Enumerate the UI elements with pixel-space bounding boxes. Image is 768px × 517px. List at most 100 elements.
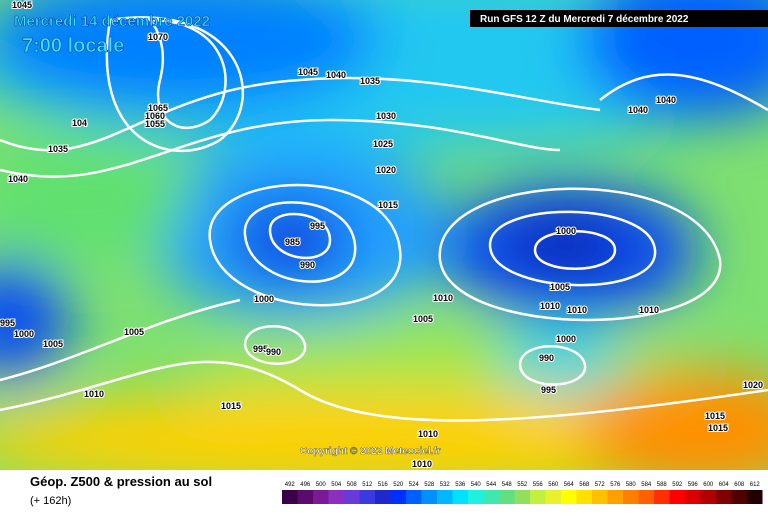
- scale-swatch: [313, 490, 329, 504]
- scale-label: 504: [331, 482, 342, 488]
- isobar-label: 1000: [556, 334, 576, 344]
- isobar-label: 1045: [298, 67, 318, 77]
- isobar-label: 1020: [376, 165, 396, 175]
- scale-swatch: [638, 490, 654, 504]
- isobar-label: 1005: [413, 314, 433, 324]
- isobar-label: 985: [285, 237, 300, 247]
- scale-swatch: [437, 490, 453, 504]
- scale-swatch: [607, 490, 623, 504]
- isobar-label: 1010: [433, 293, 453, 303]
- isobar-label: 1040: [8, 174, 28, 184]
- scale-label: 516: [378, 482, 389, 488]
- scale-swatch: [282, 490, 298, 504]
- run-banner: [470, 10, 768, 27]
- scale-label: 600: [703, 482, 714, 488]
- isobar-label: 1040: [326, 70, 346, 80]
- isobar-label: 1010: [567, 305, 587, 315]
- scale-label: 532: [440, 482, 451, 488]
- scale-swatch: [700, 490, 716, 504]
- isobar-label: 1000: [254, 294, 274, 304]
- isobar-label: 1040: [628, 105, 648, 115]
- scale-label: 568: [579, 482, 590, 488]
- scale-swatch: [654, 490, 670, 504]
- scale-swatch: [375, 490, 391, 504]
- scale-label: 560: [548, 482, 559, 488]
- isobar-label: 1035: [48, 144, 68, 154]
- isobar-label: 995: [0, 318, 15, 328]
- isobar-label: 1040: [656, 95, 676, 105]
- isobar-label: 1070: [148, 32, 168, 42]
- isobar-label: 1055: [145, 119, 165, 129]
- isobar-label: 1010: [84, 389, 104, 399]
- isobar-label: 1060: [145, 111, 165, 121]
- scale-label: 540: [471, 482, 482, 488]
- isobar-label: 1010: [639, 305, 659, 315]
- forecast-date: Mercredi 14 décembre 2022: [14, 13, 210, 30]
- isobar-label: 995: [253, 344, 268, 354]
- isobar-label: 1010: [412, 459, 432, 469]
- scale-label: 508: [347, 482, 358, 488]
- isobar-label: 990: [300, 260, 315, 270]
- isobar-label: 995: [541, 385, 556, 395]
- scale-swatch: [390, 490, 406, 504]
- scale-label: 548: [502, 482, 513, 488]
- scale-label: 564: [564, 482, 575, 488]
- scale-label: 492: [285, 482, 296, 488]
- scale-label: 552: [517, 482, 528, 488]
- isobar-label: 1010: [540, 301, 560, 311]
- isobar-label: 104: [72, 118, 87, 128]
- scale-swatch: [483, 490, 499, 504]
- footer-title: Géop. Z500 & pression au sol: [30, 474, 212, 489]
- scale-label: 544: [486, 482, 497, 488]
- isobar-label: 1005: [550, 282, 570, 292]
- scale-swatch: [328, 490, 344, 504]
- isobar-label: 1035: [360, 76, 380, 86]
- scale-swatch: [421, 490, 437, 504]
- scale-label: 572: [595, 482, 606, 488]
- scale-label: 528: [424, 482, 435, 488]
- scale-label: 524: [409, 482, 420, 488]
- color-scale: 492 496 500 504 508 512 516 520 524 528 532 536 540 5…: [282, 482, 763, 504]
- isobar-label: 1015: [378, 200, 398, 210]
- scale-label: 612: [750, 482, 761, 488]
- scale-swatch: [592, 490, 608, 504]
- isobar-label: 1065: [148, 103, 168, 113]
- scale-label: 496: [300, 482, 311, 488]
- scale-swatch: [576, 490, 592, 504]
- scale-label: 588: [657, 482, 668, 488]
- scale-swatch: [747, 490, 763, 504]
- scale-label: 500: [316, 482, 327, 488]
- scale-label: 592: [672, 482, 683, 488]
- scale-swatch: [731, 490, 747, 504]
- isobar-label: 990: [266, 347, 281, 357]
- isobars: [0, 16, 768, 422]
- run-info: Run GFS 12 Z du Mercredi 7 décembre 2022: [480, 14, 689, 25]
- scale-label: 536: [455, 482, 466, 488]
- isobar-label: 1000: [556, 226, 576, 236]
- scale-label: 556: [533, 482, 544, 488]
- geopotential-field: [0, 0, 768, 470]
- scale-swatch: [468, 490, 484, 504]
- scale-swatch: [669, 490, 685, 504]
- isobar-label: 1010: [418, 429, 438, 439]
- scale-swatch: [545, 490, 561, 504]
- scale-swatch: [561, 490, 577, 504]
- scale-swatch: [344, 490, 360, 504]
- scale-swatch: [297, 490, 313, 504]
- scale-label: 608: [734, 482, 745, 488]
- isobar-label: 1000: [14, 329, 34, 339]
- scale-swatch: [716, 490, 732, 504]
- scale-label: 596: [688, 482, 699, 488]
- scale-label: 604: [719, 482, 730, 488]
- scale-label: 512: [362, 482, 373, 488]
- isobar-label: 1025: [373, 139, 393, 149]
- scale-label: 576: [610, 482, 621, 488]
- isobar-label: 1045: [12, 0, 32, 10]
- scale-label: 580: [626, 482, 637, 488]
- scale-swatch: [359, 490, 375, 504]
- isobar-label: 995: [310, 221, 325, 231]
- copyright: Copyright © 2022 Meteociel.fr: [300, 446, 441, 457]
- scale-label: 584: [641, 482, 652, 488]
- scale-swatch: [685, 490, 701, 504]
